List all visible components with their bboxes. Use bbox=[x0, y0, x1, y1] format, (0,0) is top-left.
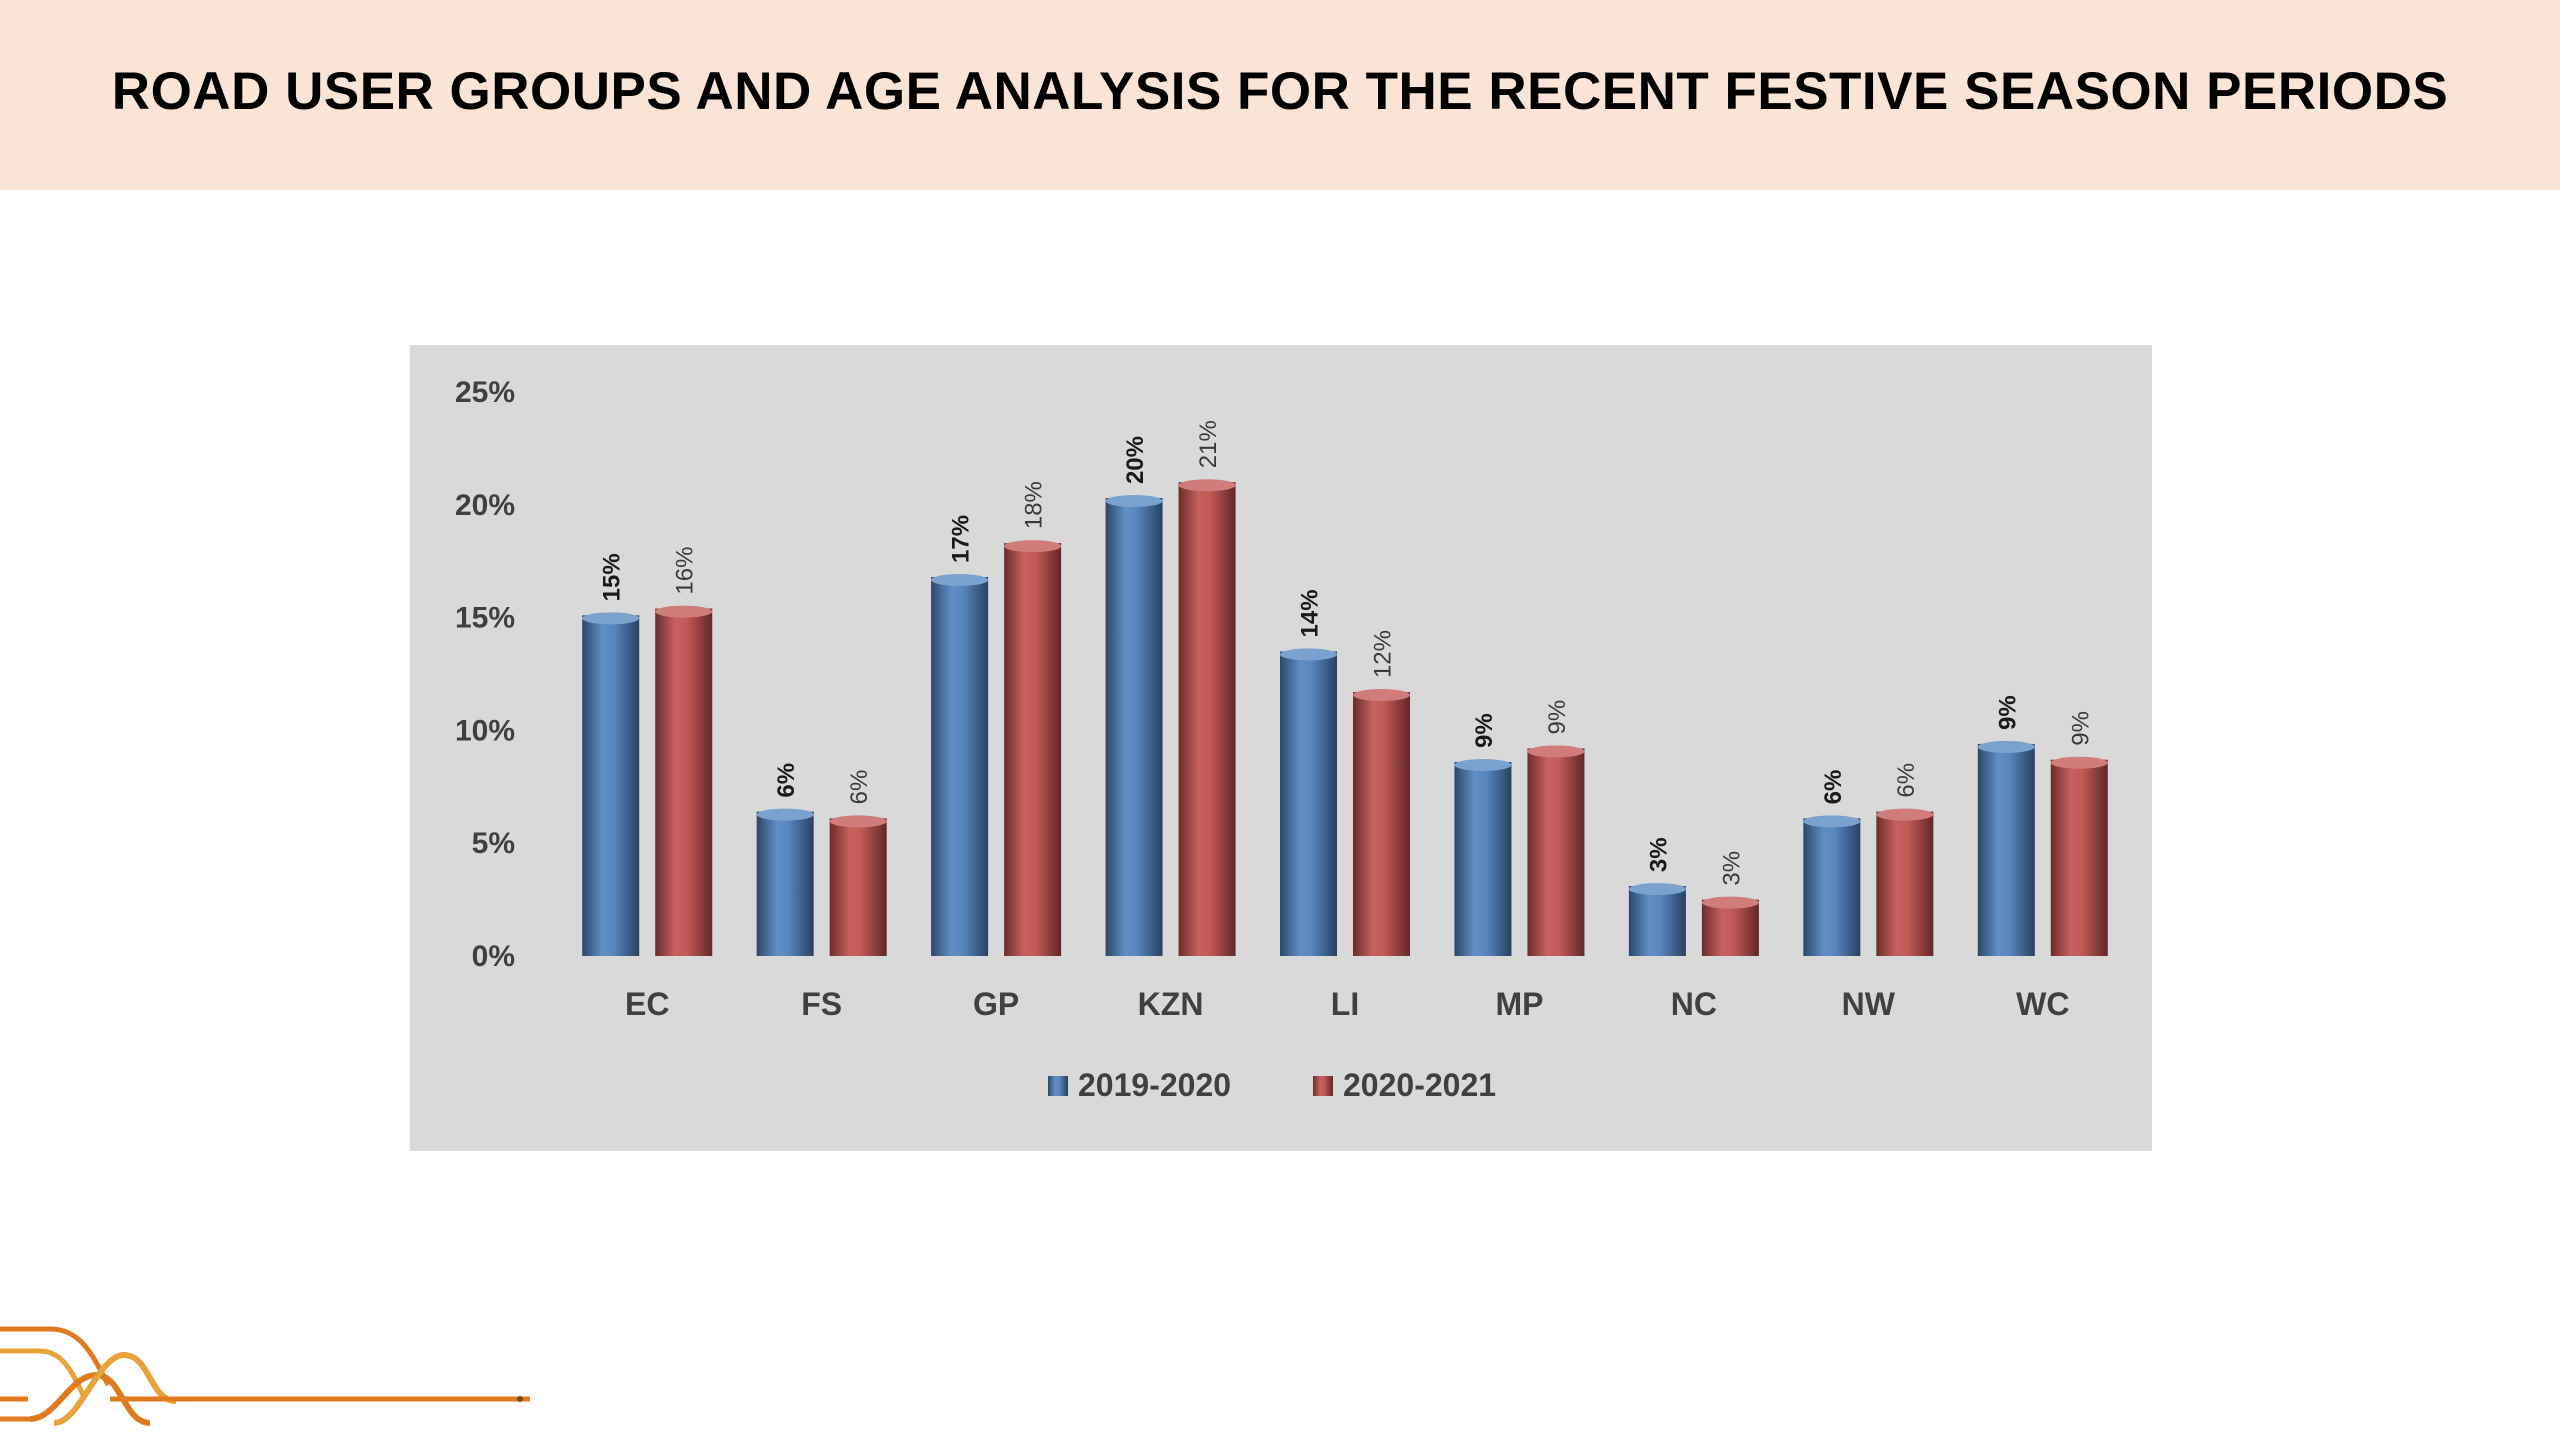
bar-cap bbox=[1977, 740, 2035, 753]
bars bbox=[582, 479, 2108, 956]
bar bbox=[655, 608, 713, 956]
data-label: 6% bbox=[1820, 770, 1847, 805]
bar-cap bbox=[1628, 883, 1686, 896]
bar-cap bbox=[1454, 758, 1512, 771]
bar bbox=[1628, 886, 1686, 956]
bar bbox=[1454, 761, 1512, 956]
x-tick-label: WC bbox=[2016, 986, 2069, 1022]
bar bbox=[1004, 543, 1062, 956]
bar-cap bbox=[1280, 648, 1337, 661]
bar-cap bbox=[582, 612, 640, 625]
data-label: 18% bbox=[1021, 481, 1048, 529]
x-tick-label: LI bbox=[1331, 986, 1359, 1022]
bar bbox=[1105, 498, 1163, 956]
bar bbox=[1876, 811, 1934, 956]
data-label: 3% bbox=[1718, 851, 1745, 886]
logo-icon bbox=[0, 1326, 530, 1426]
bar-cap bbox=[1105, 495, 1163, 508]
bar-cap bbox=[931, 573, 989, 586]
bar bbox=[1280, 651, 1337, 956]
data-label: 17% bbox=[948, 515, 975, 563]
data-label: 9% bbox=[2067, 711, 2094, 746]
data-label: 14% bbox=[1297, 589, 1324, 637]
data-label: 20% bbox=[1122, 436, 1149, 484]
slide-title: ROAD USER GROUPS AND AGE ANALYSIS FOR TH… bbox=[111, 61, 2449, 121]
data-label: 12% bbox=[1370, 630, 1397, 678]
bar-cap bbox=[1004, 540, 1062, 553]
y-axis: 0% 5% 10% 15% 20% 25% bbox=[455, 376, 515, 973]
title-band: ROAD USER GROUPS AND AGE ANALYSIS FOR TH… bbox=[0, 0, 2560, 190]
data-label: 6% bbox=[846, 770, 873, 805]
bar-cap bbox=[655, 605, 713, 618]
bar-cap bbox=[1876, 808, 1934, 821]
data-label: 9% bbox=[1544, 700, 1571, 735]
y-tick-label: 10% bbox=[455, 714, 515, 747]
bar bbox=[756, 811, 814, 956]
data-label: 15% bbox=[599, 553, 626, 601]
x-tick-label: GP bbox=[973, 986, 1019, 1022]
bar-cap bbox=[1803, 815, 1861, 828]
bar bbox=[1527, 748, 1585, 956]
bar bbox=[1803, 818, 1861, 956]
y-tick-label: 15% bbox=[455, 602, 515, 635]
y-tick-label: 25% bbox=[455, 376, 515, 409]
chart-area: 0% 5% 10% 15% 20% 25% 15% 16% 6% 6% 17% 18% 20% 21% 1… bbox=[410, 345, 2152, 1151]
bar bbox=[1353, 692, 1410, 956]
legend-swatch bbox=[1048, 1076, 1068, 1096]
bar-cap bbox=[829, 815, 887, 828]
legend: 2019-2020 2020-2021 bbox=[1048, 1067, 1496, 1103]
bar-cap bbox=[2050, 756, 2108, 769]
x-tick-label: NC bbox=[1671, 986, 1717, 1022]
bar bbox=[1701, 899, 1759, 956]
data-label: 3% bbox=[1645, 837, 1672, 872]
bar bbox=[1977, 743, 2035, 956]
x-tick-label: NW bbox=[1842, 986, 1896, 1022]
data-labels: 15% 16% 6% 6% 17% 18% 20% 21% 14% 12% 9% 9% 3% 3% 6% 6%… bbox=[599, 420, 2095, 885]
data-label: 9% bbox=[1471, 713, 1498, 748]
bar-cap bbox=[1353, 689, 1410, 702]
bar-cap bbox=[1527, 745, 1585, 758]
bar bbox=[582, 615, 640, 956]
bar bbox=[2050, 759, 2108, 956]
x-axis: EC FS GP KZN LI MP NC NW WC bbox=[625, 986, 2069, 1022]
x-tick-label: KZN bbox=[1138, 986, 1204, 1022]
legend-label: 2020-2021 bbox=[1343, 1067, 1496, 1103]
bar bbox=[931, 576, 989, 956]
data-label: 21% bbox=[1195, 420, 1222, 468]
data-label: 6% bbox=[773, 763, 800, 798]
bar-cap bbox=[1178, 479, 1236, 492]
legend-label: 2019-2020 bbox=[1078, 1067, 1231, 1103]
bar-cap bbox=[756, 808, 814, 821]
data-label: 6% bbox=[1893, 763, 1920, 798]
bar-cap bbox=[1701, 896, 1759, 909]
x-tick-label: FS bbox=[801, 986, 842, 1022]
bar-chart: 0%5%10%15%20%25% 15% 16%6% 6%17%18%20% 21%1… bbox=[455, 376, 2108, 1103]
data-label: 9% bbox=[1994, 695, 2021, 730]
data-label: 16% bbox=[672, 547, 699, 595]
bar bbox=[1178, 482, 1236, 956]
y-tick-label: 0% bbox=[472, 940, 515, 973]
y-tick-label: 20% bbox=[455, 489, 515, 522]
x-tick-label: EC bbox=[625, 986, 669, 1022]
x-tick-label: MP bbox=[1495, 986, 1543, 1022]
y-tick-label: 5% bbox=[472, 827, 515, 860]
bar bbox=[829, 818, 887, 956]
legend-swatch bbox=[1313, 1076, 1333, 1096]
